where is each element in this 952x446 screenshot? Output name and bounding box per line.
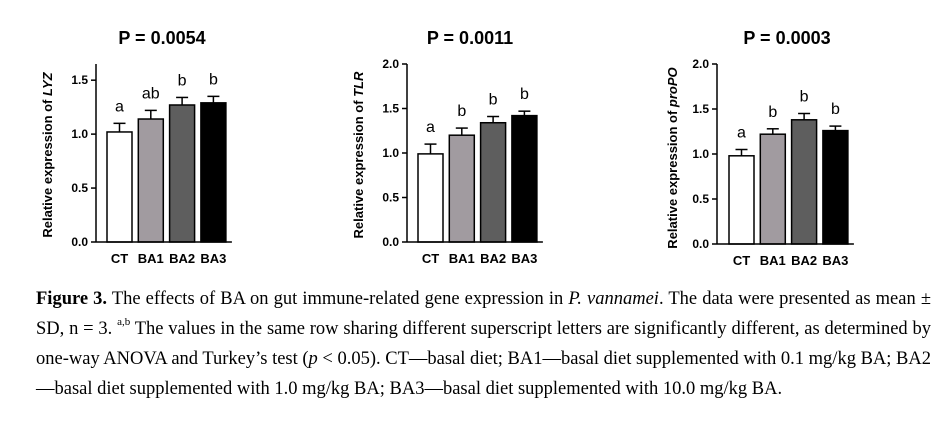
y-tick-label: 0.5 — [71, 181, 88, 195]
y-axis-label-prefix: Relative expression of — [351, 97, 366, 239]
bar-ba2 — [790, 119, 818, 245]
y-tick-label: 2.0 — [692, 57, 709, 71]
charts-area: P = 0.0054 Relative expression of LYZ a CT a… — [40, 28, 854, 268]
bar-ba1 — [137, 118, 165, 243]
caption-text-2: . The data were presented as mean ± SD, … — [36, 289, 931, 339]
y-axis-label: Relative expression of LYZ — [40, 71, 55, 237]
x-tick-label: CT — [111, 251, 128, 266]
significance-letter: b — [520, 86, 529, 103]
x-tick-label: BA3 — [200, 251, 226, 266]
x-tick-label: BA2 — [169, 251, 195, 266]
significance-letter: b — [489, 92, 498, 109]
significance-letter: b — [209, 71, 218, 88]
y-tick-label: 0.5 — [382, 191, 399, 205]
x-tick-label: BA3 — [822, 253, 848, 268]
y-tick-label: 0.0 — [692, 237, 709, 251]
x-tick-label: CT — [733, 253, 750, 268]
x-tick-label: BA3 — [511, 251, 537, 266]
y-tick-label: 1.5 — [382, 102, 399, 116]
y-axis-label-prefix: Relative expression of — [665, 107, 680, 249]
bar-ba2 — [168, 104, 196, 243]
bar-ba3 — [200, 102, 227, 243]
y-axis-label-gene: proPO — [665, 67, 680, 108]
bar-ct — [417, 153, 444, 243]
y-tick-label: 1.0 — [692, 147, 709, 161]
chart-panel-lyz: P = 0.0054 Relative expression of LYZ a CT a… — [40, 28, 232, 266]
x-tick-label: BA2 — [791, 253, 817, 268]
y-tick-label: 1.5 — [71, 73, 88, 87]
caption-label: Figure 3. — [36, 289, 108, 309]
y-axis-label: Relative expression of TLR — [351, 71, 366, 239]
chart-title: P = 0.0011 — [427, 28, 513, 48]
significance-letter: b — [178, 72, 187, 89]
x-tick-label: BA1 — [760, 253, 786, 268]
caption-text-1: The effects of BA on gut immune-related … — [107, 289, 569, 309]
x-tick-label: CT — [422, 251, 439, 266]
y-tick-label: 0.5 — [692, 192, 709, 206]
y-axis-label-gene: LYZ — [40, 71, 55, 96]
bar-ba3 — [511, 114, 538, 243]
bar-ba2 — [479, 121, 507, 243]
significance-letter: b — [768, 104, 777, 121]
x-tick-label: BA2 — [480, 251, 506, 266]
y-tick-label: 0.0 — [382, 235, 399, 249]
chart-panel-propo: P = 0.0003 Relative expression of proPO a C… — [665, 28, 854, 268]
x-tick-label: BA1 — [138, 251, 164, 266]
caption-p-symbol: p — [308, 349, 318, 369]
significance-letter: b — [457, 103, 466, 120]
significance-letter: a — [737, 125, 746, 142]
y-axis-label-gene: TLR — [351, 71, 366, 97]
y-axis-label-prefix: Relative expression of — [40, 96, 55, 238]
y-tick-label: 1.0 — [71, 127, 88, 141]
bar-ct — [728, 155, 755, 245]
y-tick-label: 1.5 — [692, 102, 709, 116]
significance-letter: b — [831, 101, 840, 118]
chart-panel-tlr: P = 0.0011 Relative expression of TLR a CT b… — [351, 28, 543, 266]
x-tick-label: BA1 — [449, 251, 475, 266]
caption-text-4: < 0.05). CT—basal diet; BA1—basal diet s… — [36, 349, 931, 399]
bar-ct — [106, 131, 133, 243]
caption-species: P. vannamei — [568, 289, 659, 309]
caption-text-3: The values in the same row sharing diffe… — [36, 319, 931, 369]
y-tick-label: 0.0 — [71, 235, 88, 249]
bar-ba3 — [822, 129, 849, 245]
significance-letter: b — [800, 89, 809, 106]
chart-title: P = 0.0054 — [118, 28, 205, 48]
y-tick-label: 1.0 — [382, 146, 399, 160]
y-axis-label: Relative expression of proPO — [665, 67, 680, 248]
bar-ba1 — [448, 134, 476, 243]
y-tick-label: 2.0 — [382, 57, 399, 71]
bar-ba1 — [759, 133, 787, 245]
significance-letter: a — [115, 98, 124, 115]
chart-title: P = 0.0003 — [743, 28, 830, 48]
figure-caption: Figure 3. The effects of BA on gut immun… — [36, 284, 931, 404]
caption-superscript: a,b — [117, 315, 131, 328]
significance-letter: ab — [142, 85, 160, 102]
significance-letter: a — [426, 119, 435, 136]
